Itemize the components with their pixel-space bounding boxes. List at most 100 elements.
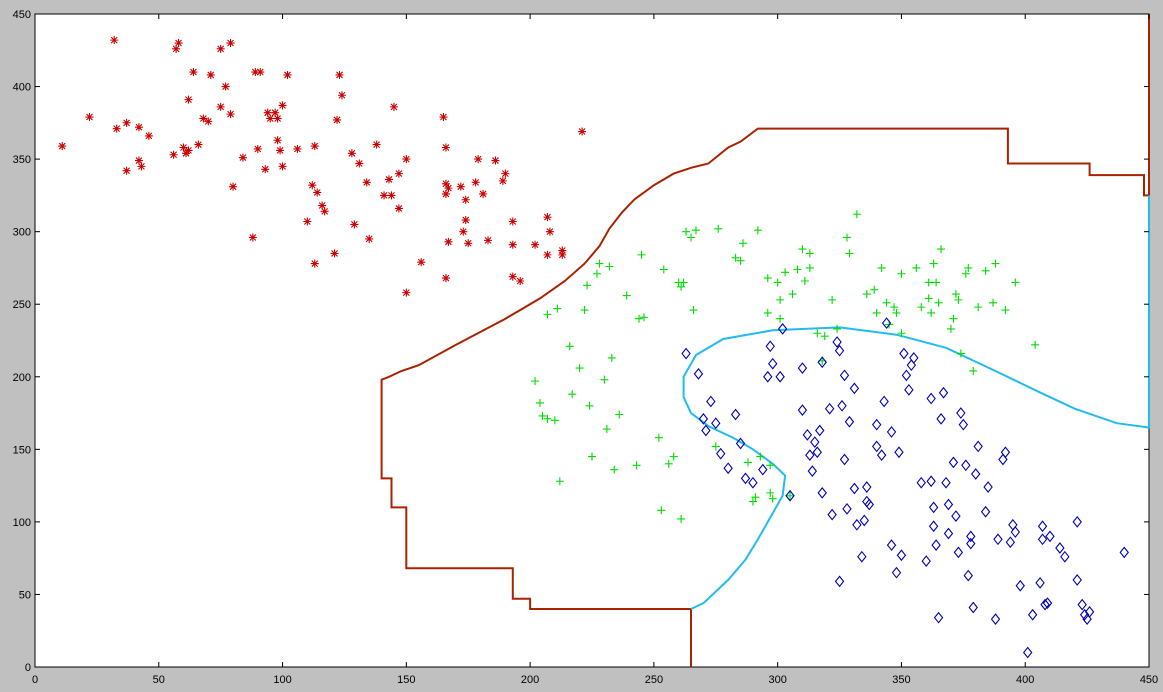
- point-diamond-50: [876, 449, 887, 462]
- point-diamond-107: [1060, 550, 1070, 563]
- axis-ticks: 0 50 100 150 200 250 300 350 400 450 0 50 100 150 200 2…: [13, 9, 1159, 686]
- point-star-91: [508, 217, 517, 226]
- point-diamond-91: [993, 533, 1003, 546]
- point-star-92: [508, 272, 517, 281]
- point-diamond-53: [886, 426, 897, 438]
- point-plus-86: [912, 263, 921, 272]
- point-plus-54: [766, 461, 775, 470]
- point-star-56: [347, 149, 356, 158]
- point-star-7: [134, 123, 143, 132]
- point-diamond-27: [815, 424, 825, 437]
- point-diamond-97: [1015, 579, 1025, 592]
- point-diamond-26: [812, 446, 822, 459]
- point-diamond-7: [716, 447, 726, 460]
- point-star-3: [110, 36, 119, 45]
- point-star-31: [251, 68, 260, 77]
- point-plus-29: [654, 433, 663, 442]
- point-plus-45: [736, 256, 745, 265]
- point-plus-49: [751, 493, 760, 502]
- point-diamond-11: [740, 472, 751, 485]
- point-star-84: [474, 155, 483, 164]
- point-diamond-29: [817, 486, 827, 499]
- y-tick-label: 0: [25, 662, 31, 674]
- point-diamond-79: [956, 407, 966, 419]
- point-plus-17: [595, 259, 604, 268]
- point-plus-21: [607, 353, 616, 362]
- point-diamond-34: [834, 575, 845, 588]
- point-diamond-82: [963, 569, 973, 582]
- point-star-13: [174, 39, 183, 48]
- x-tick-label: 50: [153, 674, 165, 686]
- point-star-88: [498, 176, 507, 185]
- point-star-53: [333, 115, 342, 124]
- point-diamond-39: [844, 415, 855, 428]
- point-star-86: [484, 236, 493, 245]
- point-plus-31: [659, 265, 668, 274]
- point-plus-39: [687, 233, 696, 242]
- point-star-95: [543, 250, 552, 259]
- point-plus-85: [897, 329, 906, 338]
- point-star-63: [385, 175, 394, 184]
- point-diamond-10: [735, 437, 746, 450]
- point-plus-20: [605, 262, 614, 271]
- point-diamond-70: [933, 611, 944, 624]
- point-star-49: [313, 188, 322, 197]
- point-star-6: [122, 166, 131, 175]
- point-diamond-56: [894, 446, 904, 459]
- point-plus-78: [872, 308, 881, 317]
- point-diamond-16: [768, 357, 778, 370]
- point-plus-53: [763, 274, 772, 283]
- point-plus-92: [932, 278, 941, 287]
- point-plus-9: [565, 342, 574, 351]
- point-diamond-8: [723, 462, 733, 475]
- point-star-27: [226, 110, 235, 119]
- point-plus-56: [768, 494, 777, 503]
- point-star-83: [471, 178, 480, 187]
- point-star-11: [169, 150, 178, 159]
- y-tick-label: 250: [13, 299, 31, 311]
- point-star-10: [144, 131, 153, 140]
- point-star-74: [441, 189, 450, 198]
- point-diamond-72: [938, 386, 949, 399]
- point-diamond-100: [1035, 576, 1045, 589]
- point-star-85: [479, 189, 488, 198]
- point-star-55: [337, 91, 346, 100]
- point-diamond-78: [953, 546, 964, 559]
- point-star-21: [204, 117, 213, 126]
- point-diamond-114: [1119, 546, 1129, 559]
- point-diamond-96: [1010, 526, 1021, 538]
- x-tick-label: 300: [768, 674, 786, 686]
- point-star-41: [278, 101, 287, 110]
- y-tick-label: 350: [13, 154, 31, 166]
- point-plus-33: [669, 452, 678, 461]
- point-diamond-105: [1045, 530, 1055, 543]
- point-plus-108: [1011, 278, 1020, 287]
- point-plus-22: [610, 465, 619, 474]
- point-diamond-63: [916, 476, 926, 489]
- boundary-line-2: [682, 195, 1150, 610]
- point-star-16: [184, 95, 193, 104]
- point-star-46: [308, 181, 317, 190]
- point-star-81: [461, 216, 470, 225]
- point-star-23: [216, 44, 225, 53]
- point-star-44: [293, 144, 302, 153]
- point-diamond-2: [693, 367, 704, 380]
- point-star-18: [189, 68, 198, 77]
- x-tick-label: 450: [1140, 674, 1158, 686]
- point-diamond-51: [879, 395, 889, 408]
- point-star-48: [310, 142, 319, 151]
- point-plus-38: [682, 227, 691, 236]
- point-diamond-48: [871, 440, 882, 453]
- point-diamond-1: [681, 347, 691, 360]
- point-diamond-76: [948, 456, 959, 469]
- point-star-80: [461, 195, 470, 204]
- point-star-78: [456, 182, 465, 191]
- point-star-52: [330, 249, 339, 258]
- point-plus-13: [583, 281, 592, 290]
- point-plus-19: [602, 425, 611, 434]
- point-diamond-52: [881, 317, 892, 329]
- x-tick-label: 150: [397, 674, 415, 686]
- point-plus-26: [635, 314, 644, 323]
- point-diamond-64: [921, 555, 931, 567]
- point-star-60: [365, 234, 374, 243]
